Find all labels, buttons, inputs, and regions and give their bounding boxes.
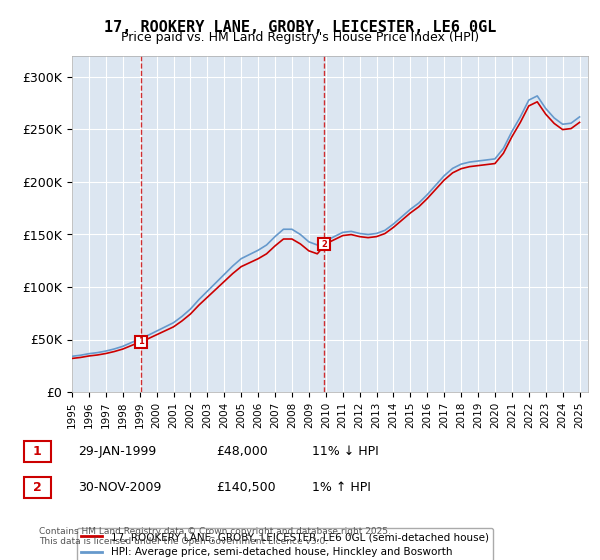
Text: 1: 1 <box>138 337 144 346</box>
Text: Price paid vs. HM Land Registry's House Price Index (HPI): Price paid vs. HM Land Registry's House … <box>121 31 479 44</box>
Text: £48,000: £48,000 <box>216 445 268 458</box>
Text: £140,500: £140,500 <box>216 481 275 494</box>
Text: 2: 2 <box>33 481 41 494</box>
Text: 1: 1 <box>33 445 41 458</box>
Text: 1% ↑ HPI: 1% ↑ HPI <box>312 481 371 494</box>
Text: 29-JAN-1999: 29-JAN-1999 <box>78 445 156 458</box>
Text: 30-NOV-2009: 30-NOV-2009 <box>78 481 161 494</box>
Text: Contains HM Land Registry data © Crown copyright and database right 2025.
This d: Contains HM Land Registry data © Crown c… <box>39 526 391 546</box>
Legend: 17, ROOKERY LANE, GROBY, LEICESTER, LE6 0GL (semi-detached house), HPI: Average : 17, ROOKERY LANE, GROBY, LEICESTER, LE6 … <box>77 528 493 560</box>
Text: 11% ↓ HPI: 11% ↓ HPI <box>312 445 379 458</box>
Text: 2: 2 <box>322 240 328 249</box>
Text: 17, ROOKERY LANE, GROBY, LEICESTER, LE6 0GL: 17, ROOKERY LANE, GROBY, LEICESTER, LE6 … <box>104 20 496 35</box>
